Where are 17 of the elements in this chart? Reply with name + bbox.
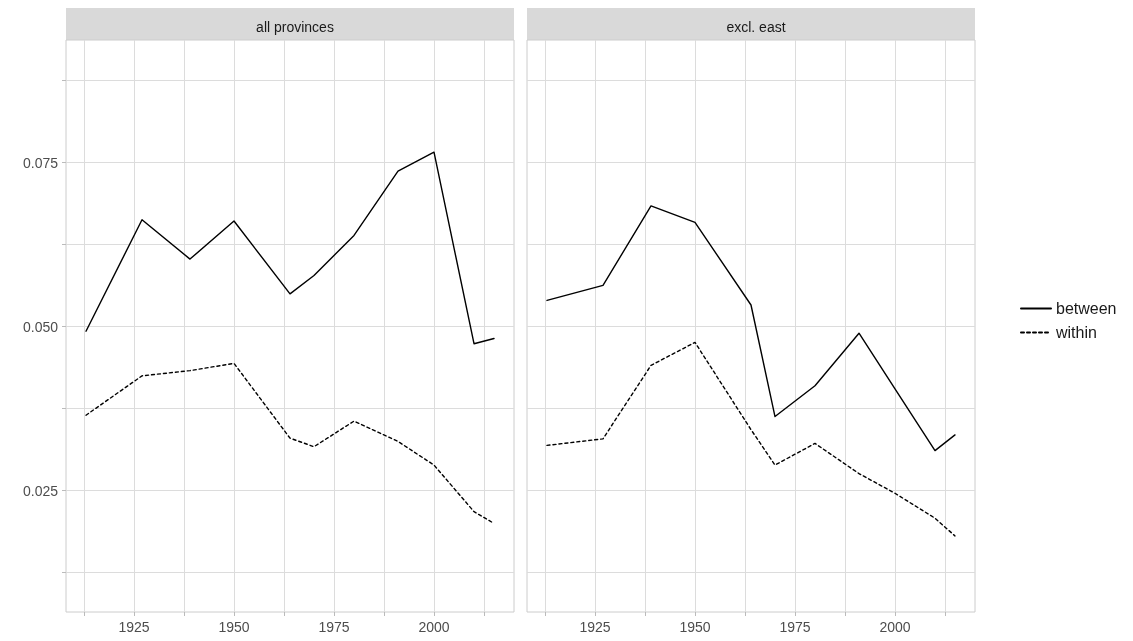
y-tick-label: 0.075 (22, 154, 59, 171)
x-tick-label: 1950 (218, 619, 250, 635)
line-series (85, 362, 495, 525)
chart-title: excl. east (726, 19, 786, 35)
x-tick-label: 2000 (418, 619, 450, 635)
y-tick-label: 0.025 (22, 482, 59, 499)
chart-title: all provinces (256, 19, 334, 35)
y-tick-label: 0.050 (22, 318, 59, 335)
x-tick-label: 1950 (679, 619, 711, 635)
line-series (85, 151, 495, 345)
x-tick-label: 1975 (318, 619, 350, 635)
legend-label: between (1056, 300, 1117, 317)
legend-label: within (1055, 324, 1097, 341)
x-tick-label: 2000 (879, 619, 911, 635)
x-tick-label: 1925 (118, 619, 150, 635)
x-tick-label: 1925 (579, 619, 611, 635)
x-tick-label: 1975 (779, 619, 811, 635)
